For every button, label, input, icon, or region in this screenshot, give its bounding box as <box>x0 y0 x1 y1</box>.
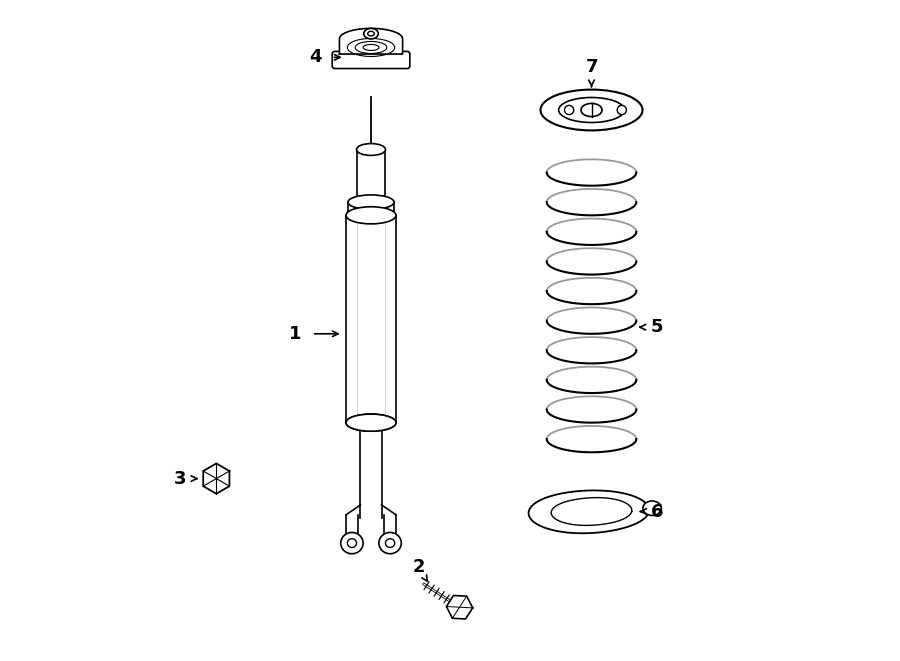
Ellipse shape <box>364 28 378 39</box>
Ellipse shape <box>348 208 394 223</box>
Ellipse shape <box>347 539 356 547</box>
Ellipse shape <box>559 97 625 122</box>
Text: 5: 5 <box>651 318 663 336</box>
Ellipse shape <box>346 207 396 224</box>
Ellipse shape <box>643 501 662 516</box>
Circle shape <box>564 105 573 114</box>
Ellipse shape <box>541 90 643 130</box>
Text: 4: 4 <box>309 48 321 66</box>
Ellipse shape <box>346 414 396 431</box>
Ellipse shape <box>341 533 363 554</box>
Ellipse shape <box>368 31 374 36</box>
Ellipse shape <box>356 196 385 208</box>
Text: 2: 2 <box>412 559 425 576</box>
Ellipse shape <box>356 143 385 155</box>
Polygon shape <box>203 463 230 494</box>
Ellipse shape <box>581 103 602 116</box>
Text: 7: 7 <box>585 58 598 76</box>
Ellipse shape <box>348 195 394 210</box>
Polygon shape <box>528 490 649 533</box>
Circle shape <box>617 105 626 114</box>
FancyBboxPatch shape <box>332 52 410 69</box>
Polygon shape <box>551 498 632 525</box>
Text: 6: 6 <box>651 502 663 520</box>
Ellipse shape <box>385 539 395 547</box>
Polygon shape <box>339 28 402 54</box>
Ellipse shape <box>346 414 396 431</box>
Text: 3: 3 <box>174 469 186 488</box>
Text: 1: 1 <box>289 325 302 343</box>
Ellipse shape <box>379 533 401 554</box>
Polygon shape <box>446 596 472 619</box>
